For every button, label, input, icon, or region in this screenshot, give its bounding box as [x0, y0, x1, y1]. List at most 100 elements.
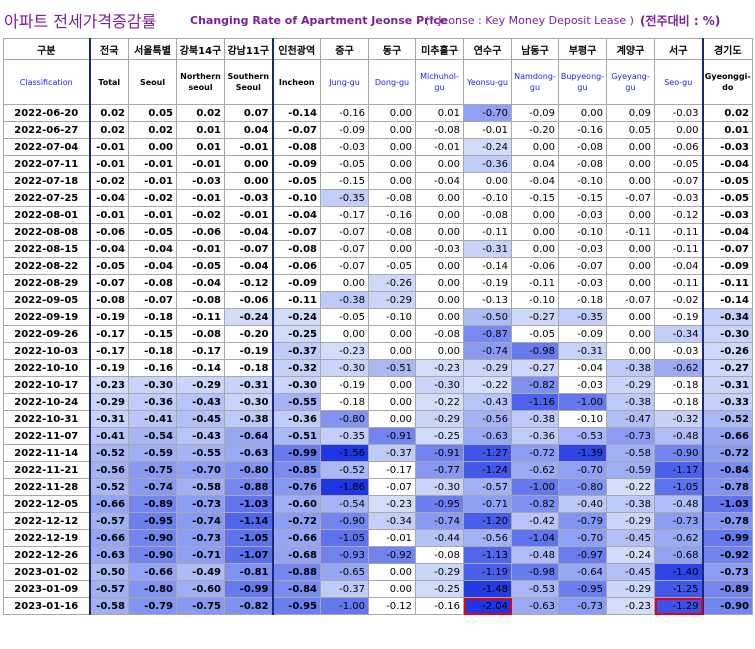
rate-cell: -0.75 [128, 461, 177, 479]
rate-cell: -0.16 [368, 206, 416, 224]
rate-cell: -0.01 [89, 206, 129, 224]
rate-cell: -0.43 [176, 393, 225, 411]
rate-cell: -0.29 [606, 376, 655, 394]
rate-cell: -0.38 [606, 359, 655, 377]
rate-cell: -0.50 [463, 308, 512, 326]
rate-cell: -0.09 [511, 104, 559, 122]
rate-cell: -0.85 [272, 461, 321, 479]
rate-cell: -0.04 [128, 240, 177, 258]
rate-cell: -0.38 [320, 291, 369, 309]
rate-cell: -0.90 [654, 444, 704, 462]
rate-cell: -0.10 [272, 189, 321, 207]
table-row: 2022-07-04 -0.01 0.00 0.01 -0.01 -0.08 -0.03 0.… [3, 138, 753, 156]
rate-cell: -0.68 [272, 546, 321, 564]
rate-cell: -0.12 [224, 274, 274, 292]
rate-cell: -1.03 [702, 495, 753, 513]
rate-cell: -0.30 [272, 376, 321, 394]
rate-cell: -0.02 [176, 206, 225, 224]
rate-cell: 0.00 [368, 410, 416, 428]
rate-cell: -0.71 [176, 546, 225, 564]
rate-cell: -0.01 [128, 172, 177, 190]
rate-cell: -0.04 [128, 257, 177, 275]
rate-cell: 0.00 [128, 138, 177, 156]
rate-cell: -0.40 [558, 495, 607, 513]
row-date: 2022-07-11 [3, 155, 91, 173]
rate-cell: 0.00 [368, 121, 416, 139]
rate-cell: 0.09 [606, 104, 655, 122]
rate-cell: -0.25 [272, 325, 321, 343]
rate-cell: -0.08 [176, 291, 225, 309]
rate-cell: 0.04 [511, 155, 559, 173]
rate-cell: -0.08 [463, 206, 512, 224]
rate-cell: 0.00 [606, 206, 655, 224]
rate-cell: -0.73 [176, 529, 225, 547]
table-row: 2022-08-15 -0.04 -0.04 -0.01 -0.07 -0.08 -0.07… [3, 240, 753, 258]
rate-cell: -0.55 [176, 444, 225, 462]
rate-cell: -0.70 [558, 461, 607, 479]
column-header-ko: 강남11구 [224, 38, 274, 60]
row-date: 2022-10-24 [3, 393, 91, 411]
rate-cell: -0.05 [320, 155, 369, 173]
rate-cell: -0.41 [89, 427, 129, 445]
rate-cell: -0.60 [176, 580, 225, 598]
rate-cell: -0.16 [415, 597, 464, 615]
table-row: 2022-08-01 -0.01 -0.01 -0.02 -0.01 -0.04 -0.17… [3, 206, 753, 224]
rate-cell: 0.00 [511, 240, 559, 258]
column-header-en: Seoul [128, 59, 177, 105]
rate-cell: -0.03 [654, 342, 704, 360]
rate-cell: -0.03 [415, 240, 464, 258]
rate-cell: -0.63 [463, 427, 512, 445]
rate-cell: -0.95 [558, 580, 607, 598]
rate-cell: -0.54 [128, 427, 177, 445]
rate-cell: 0.00 [415, 189, 464, 207]
rate-cell: -0.09 [558, 325, 607, 343]
rate-cell: -0.89 [128, 495, 177, 513]
rate-cell: -0.08 [89, 291, 129, 309]
rate-cell: 0.00 [415, 223, 464, 241]
column-header-ko: 서구 [654, 38, 704, 60]
rate-cell: -0.78 [702, 512, 753, 530]
rate-cell: -0.30 [415, 478, 464, 496]
table-row: 2022-07-11 -0.01 -0.01 -0.01 0.00 -0.09 -0.05 0… [3, 155, 753, 173]
rate-cell: -0.12 [654, 206, 704, 224]
rate-cell: -0.29 [89, 393, 129, 411]
rate-cell: -0.75 [176, 597, 225, 615]
rate-cell: -0.18 [224, 359, 274, 377]
rate-cell: 0.00 [606, 257, 655, 275]
rate-cell: -0.04 [89, 240, 129, 258]
header-classification-ko: 구분 [3, 38, 91, 60]
rate-cell: -0.07 [320, 240, 369, 258]
rate-cell: 0.00 [320, 325, 369, 343]
table-row: 2022-07-18 -0.02 -0.01 -0.03 0.00 -0.05 -0.15 0… [3, 172, 753, 190]
rate-cell: 0.00 [368, 172, 416, 190]
rate-cell: -0.11 [654, 223, 704, 241]
rate-cell: -0.14 [702, 291, 753, 309]
rate-cell: -0.34 [368, 512, 416, 530]
rate-cell: -0.18 [654, 376, 704, 394]
rate-cell: -0.03 [702, 138, 753, 156]
rate-cell: -0.64 [558, 563, 607, 581]
rate-cell: -0.16 [320, 104, 369, 122]
rate-cell: -0.29 [368, 291, 416, 309]
rate-cell: -0.36 [511, 427, 559, 445]
rate-cell: -0.32 [272, 359, 321, 377]
rate-cell: -0.20 [224, 325, 274, 343]
row-date: 2022-06-20 [3, 104, 91, 122]
rate-cell: -0.43 [463, 393, 512, 411]
rate-cell: -1.16 [511, 393, 559, 411]
rate-cell: -0.32 [654, 410, 704, 428]
rate-cell: -0.02 [654, 291, 704, 309]
unit-label: (전주대비 : %) [640, 14, 721, 28]
row-date: 2023-01-09 [3, 580, 91, 598]
row-date: 2022-09-19 [3, 308, 91, 326]
rate-cell: 0.00 [511, 206, 559, 224]
column-header-ko: 연수구 [463, 38, 512, 60]
rate-cell: -1.40 [654, 563, 704, 581]
rate-cell: -0.43 [176, 427, 225, 445]
rate-cell: -0.03 [654, 104, 704, 122]
rate-cell: 0.00 [606, 308, 655, 326]
rate-cell: -0.36 [128, 393, 177, 411]
rate-cell: -0.06 [654, 138, 704, 156]
rate-cell: -0.23 [320, 342, 369, 360]
rate-cell: 0.00 [415, 206, 464, 224]
